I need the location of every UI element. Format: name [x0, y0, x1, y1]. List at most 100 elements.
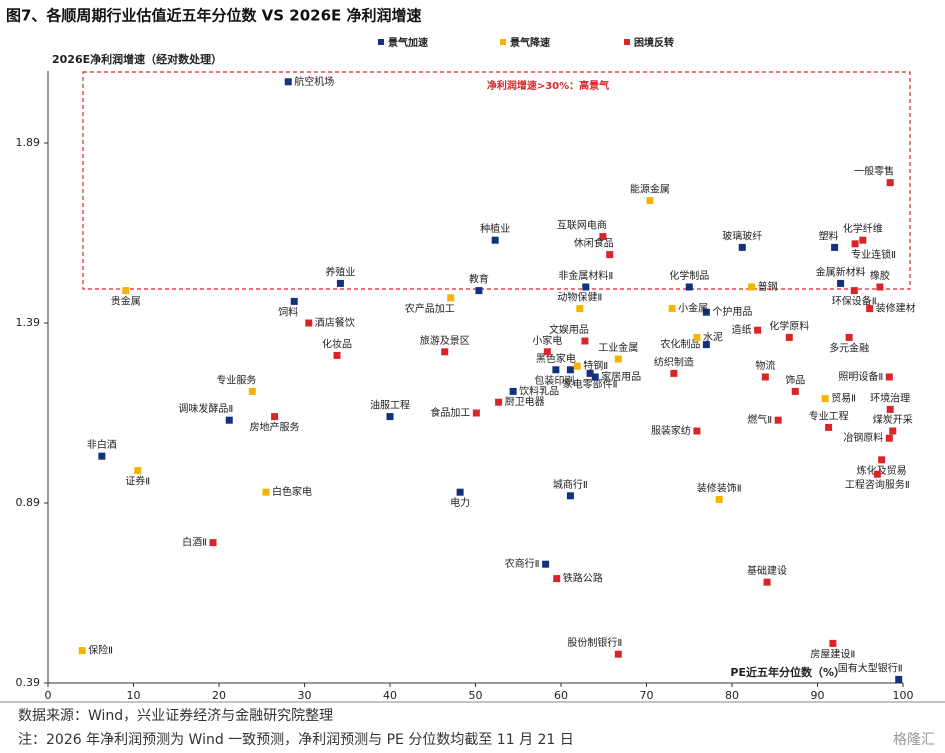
- point: [886, 179, 894, 187]
- point-label: 工程咨询服务Ⅱ: [845, 478, 910, 491]
- point: [614, 650, 622, 658]
- annotation: 净利润增速>30%：高景气: [487, 79, 609, 92]
- point: [774, 416, 782, 424]
- point: [885, 434, 893, 442]
- point-label: 能源金属: [630, 183, 670, 196]
- point: [885, 373, 893, 381]
- point-label: 专业工程: [809, 409, 849, 422]
- point: [831, 243, 839, 251]
- point-label: 油服工程: [370, 399, 410, 412]
- x-tick-label: 100: [893, 689, 914, 702]
- point-label: 基础建设: [747, 564, 787, 577]
- point-label: 塑料: [819, 229, 839, 242]
- point-label: 个护用品: [712, 305, 752, 318]
- point: [763, 578, 771, 586]
- point: [878, 456, 886, 464]
- point-label: 调味发酵品Ⅱ: [178, 402, 233, 415]
- point-label: 国有大型银行Ⅱ: [838, 661, 903, 674]
- point: [791, 387, 799, 395]
- point-label: 装修装饰Ⅱ: [697, 481, 742, 494]
- point-label: 多元金融: [829, 341, 869, 354]
- point: [78, 647, 86, 655]
- point: [821, 395, 829, 403]
- legend-label: 困境反转: [634, 36, 674, 49]
- point: [895, 675, 903, 683]
- point-label: 电力: [450, 496, 470, 509]
- point-label: 动物保健Ⅱ: [557, 291, 602, 304]
- point-label: 农产品加工: [405, 302, 455, 315]
- x-tick-label: 60: [554, 689, 568, 702]
- point: [702, 341, 710, 349]
- point-label: 非白酒: [87, 438, 117, 451]
- point: [552, 366, 560, 374]
- point-label: 包装印刷: [534, 374, 574, 387]
- source: 数据来源：Wind，兴业证券经济与金融研究院整理: [18, 708, 333, 724]
- point: [761, 373, 769, 381]
- point: [859, 236, 867, 244]
- point: [305, 319, 313, 327]
- point: [581, 337, 589, 345]
- point-label: 纺织制造: [654, 355, 694, 368]
- point: [542, 560, 550, 568]
- x-tick-label: 30: [298, 689, 312, 702]
- legend-marker: [500, 39, 506, 45]
- point-label: 环境治理: [870, 391, 910, 404]
- point-label: 铁路公路: [563, 572, 603, 585]
- point-label: 保险Ⅱ: [88, 644, 113, 657]
- point: [262, 488, 270, 496]
- point: [225, 416, 233, 424]
- chart-title: 图7、各顺周期行业估值近五年分位数 VS 2026E 净利润增速: [6, 7, 422, 25]
- note: 注：2026 年净利润预测为 Wind 一致预测，净利润预测与 PE 分位数均截…: [18, 732, 574, 748]
- point: [573, 362, 581, 370]
- y-tick-label: 0.89: [16, 496, 41, 509]
- point: [475, 287, 483, 295]
- point-label: 燃气Ⅱ: [747, 413, 772, 426]
- point-label: 煤炭开采: [873, 413, 913, 426]
- point: [543, 348, 551, 356]
- point: [876, 283, 884, 291]
- point-label: 装修建材: [876, 302, 916, 315]
- point: [333, 351, 341, 359]
- point-label: 饮料乳品: [519, 384, 559, 397]
- point-label: 照明设备Ⅱ: [838, 370, 883, 383]
- point-label: 非金属材料Ⅱ: [558, 269, 613, 282]
- point: [566, 492, 574, 500]
- point-label: 种植业: [480, 222, 510, 235]
- point-label: 金属新材料: [816, 265, 866, 278]
- point-label: 贵金属: [111, 295, 141, 308]
- point: [748, 283, 756, 291]
- point-label: 农商行Ⅱ: [505, 557, 540, 570]
- point: [122, 287, 130, 295]
- point-label: 黑色家电: [536, 352, 576, 365]
- x-tick-label: 50: [469, 689, 483, 702]
- point-label: 工业金属: [598, 341, 638, 354]
- point: [702, 308, 710, 316]
- point-label: 环保设备Ⅱ: [832, 295, 877, 308]
- point: [386, 413, 394, 421]
- point-label: 房屋建设Ⅱ: [810, 647, 855, 660]
- x-tick-label: 70: [640, 689, 654, 702]
- legend-marker: [624, 39, 630, 45]
- point: [785, 333, 793, 341]
- point-label: 专业连锁Ⅱ: [851, 248, 896, 261]
- point: [566, 366, 574, 374]
- point: [98, 452, 106, 460]
- x-tick-label: 0: [45, 689, 52, 702]
- point: [134, 467, 142, 475]
- x-tick-label: 20: [212, 689, 226, 702]
- point-label: 文娱用品: [549, 323, 589, 336]
- point-label: 一般零售: [854, 165, 894, 178]
- point-label: 航空机场: [294, 75, 334, 88]
- point-label: 化妆品: [322, 337, 352, 350]
- x-axis-label: PE近五年分位数（%）: [730, 665, 845, 679]
- point: [509, 387, 517, 395]
- point-label: 化学制品: [669, 269, 709, 282]
- point: [889, 427, 897, 435]
- point: [670, 369, 678, 377]
- point: [837, 279, 845, 287]
- point-label: 互联网电商: [557, 219, 607, 232]
- point: [873, 470, 881, 478]
- point: [614, 355, 622, 363]
- point: [646, 197, 654, 205]
